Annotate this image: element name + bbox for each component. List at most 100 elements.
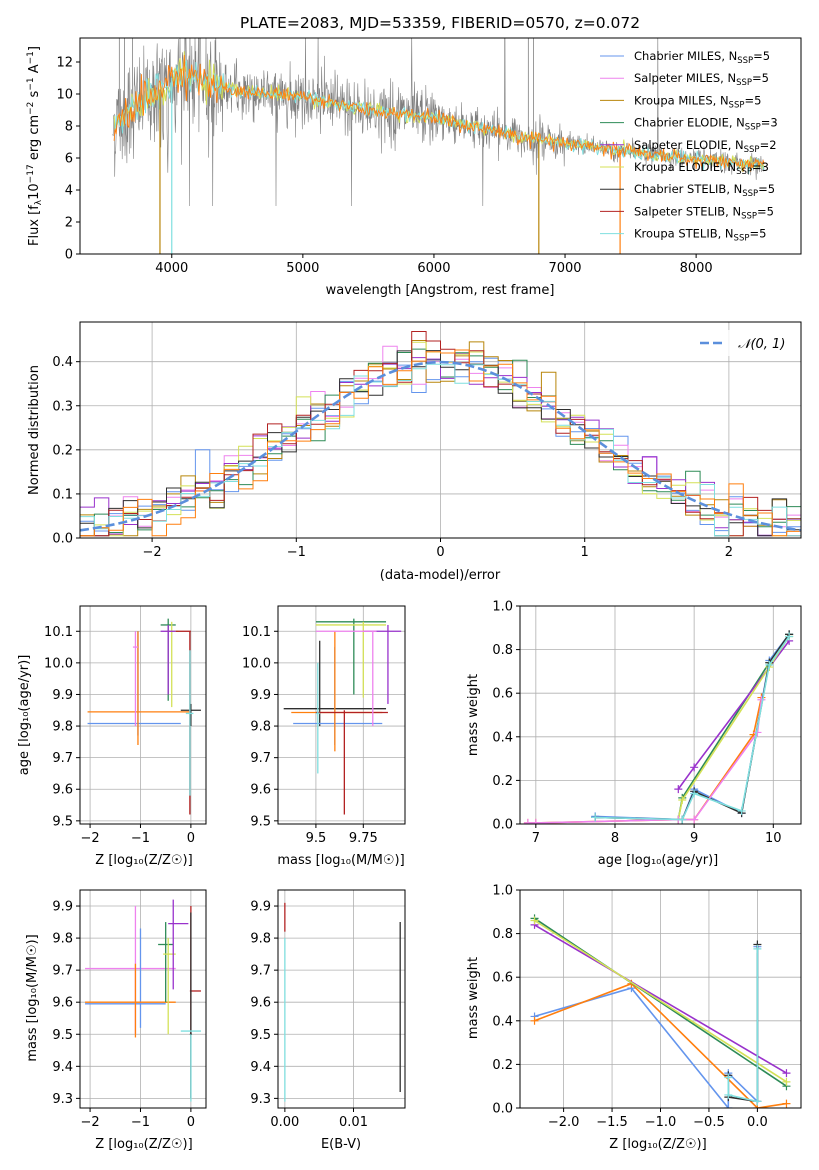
- legend-subscript: SSP: [741, 211, 757, 221]
- y-tick-label: 0.2: [52, 443, 73, 458]
- y-tick-label: 1.0: [492, 884, 513, 899]
- legend-entry: Kroupa ELODIE, NSSP=3: [634, 160, 769, 177]
- x-tick-label: −1.0: [645, 1115, 677, 1130]
- x-tick-label: 2: [725, 545, 733, 560]
- legend-label: Chabrier ELODIE, N: [634, 116, 745, 130]
- legend-label: 𝒩(0, 1): [738, 337, 785, 352]
- age-vs-metallicity-xlabel: Z [log₁₀(Z/Z☉)]: [95, 853, 192, 868]
- y-tick-label: 9.9: [52, 900, 73, 915]
- y-tick-label: 0.1: [52, 487, 73, 502]
- series-marker: [782, 1099, 791, 1108]
- y-tick-label: 10.0: [44, 656, 73, 671]
- legend-subscript: SSP: [742, 189, 758, 199]
- y-tick-label: 10.0: [242, 656, 271, 671]
- x-tick-label: −0.5: [693, 1115, 725, 1130]
- y-tick-label: 9.8: [52, 720, 73, 735]
- legend-suffix: =3: [761, 116, 778, 130]
- legend-label: Salpeter MILES, N: [634, 71, 736, 85]
- legend-suffix: =5: [749, 227, 766, 241]
- y-tick-label: 9.9: [250, 688, 271, 703]
- y-tick-label: 9.8: [250, 720, 271, 735]
- age-vs-metallicity-ylabel: age [log₁₀(age/yr)]: [17, 655, 32, 776]
- histogram-ylabel: Normed distribution: [27, 365, 42, 495]
- axes-frame: [519, 605, 802, 825]
- plot-area: [85, 899, 201, 1102]
- mass-weight-vs-age-ylabel: mass weight: [466, 674, 481, 756]
- y-tick-label: 9.5: [52, 814, 73, 829]
- y-tick-label: 12: [56, 56, 73, 71]
- legend-subscript: SSP: [744, 145, 760, 155]
- y-tick-label: 0.6: [492, 971, 513, 986]
- y-tick-label: 0.0: [52, 532, 73, 547]
- series-marker: [523, 818, 532, 824]
- legend-entry: Salpeter ELODIE, NSSP=2: [634, 138, 777, 155]
- x-tick-label: −2.0: [548, 1115, 580, 1130]
- histogram-step-line: [80, 363, 801, 537]
- normal-curve-line: [80, 360, 801, 532]
- x-tick-label: −2: [80, 1115, 99, 1130]
- y-tick-label: 9.9: [250, 900, 271, 915]
- y-tick-label: 0.6: [492, 687, 513, 702]
- axes-frame: [277, 889, 406, 1109]
- y-tick-label: 9.7: [52, 964, 73, 979]
- series-marker: [765, 660, 774, 669]
- series-marker: [724, 1090, 733, 1099]
- series-line: [534, 924, 787, 1074]
- y-tick-label: 9.3: [250, 1092, 271, 1107]
- x-tick-label: 9: [690, 831, 698, 846]
- y-tick-label: 0.8: [492, 927, 513, 942]
- legend-label: Salpeter ELODIE, N: [634, 138, 744, 152]
- y-tick-label: 10.1: [44, 625, 73, 640]
- legend-subscript: SSP: [745, 123, 761, 133]
- spectrum-ylabel-sub: λ: [34, 199, 44, 205]
- legend-subscript: SSP: [729, 100, 745, 110]
- mass-vs-ebv-xlabel: E(B-V): [321, 1137, 361, 1152]
- histogram-step-line: [80, 353, 801, 536]
- series-marker: [782, 1077, 791, 1086]
- axes-frame: [519, 889, 802, 1109]
- legend-suffix: =5: [757, 204, 774, 218]
- series-marker: [530, 1016, 539, 1025]
- plot-area: [112, 38, 765, 254]
- axes-frame: [79, 321, 802, 539]
- y-tick-label: 9.5: [52, 1028, 73, 1043]
- legend-entry: Chabrier MILES, NSSP=5: [634, 49, 770, 66]
- y-tick-label: 8: [65, 120, 73, 135]
- mass-vs-metallicity-xlabel: Z [log₁₀(Z/Z☉)]: [95, 1137, 192, 1152]
- series-marker: [591, 813, 600, 822]
- y-tick-label: 0.0: [492, 818, 513, 833]
- plot-area: [87, 618, 201, 815]
- spectrum-ylabel-exp4: −1: [26, 51, 36, 64]
- x-tick-label: 6000: [417, 261, 450, 276]
- x-tick-label: 4000: [155, 261, 188, 276]
- series-line: [534, 982, 787, 1108]
- legend-suffix: =5: [753, 49, 770, 63]
- age-vs-mass-plot: 9.5 9.75 9.5 9.6 9.7 9.8 9.9 10.0 10.1: [242, 605, 406, 846]
- x-tick-label: 8000: [680, 261, 713, 276]
- y-tick-label: 9.4: [52, 1060, 73, 1075]
- y-tick-label: 9.7: [52, 751, 73, 766]
- legend-label: Kroupa ELODIE, N: [634, 160, 736, 174]
- mass-weight-vs-age-xlabel: age [log₁₀(age/yr)]: [598, 853, 719, 868]
- y-tick-label: 9.9: [52, 688, 73, 703]
- legend-subscript: SSP: [734, 234, 750, 244]
- y-tick-label: 0.3: [52, 399, 73, 414]
- y-tick-label: 4: [65, 184, 73, 199]
- x-tick-label: 8: [611, 831, 619, 846]
- legend-suffix: =3: [752, 160, 769, 174]
- x-tick-label: 9.75: [349, 831, 378, 846]
- series-marker: [531, 818, 540, 824]
- histogram-step-line: [80, 349, 801, 537]
- x-tick-label: −2: [80, 831, 99, 846]
- series-marker: [678, 796, 687, 805]
- legend-label: Chabrier MILES, N: [634, 49, 737, 63]
- y-tick-label: 0: [65, 248, 73, 263]
- x-tick-label: 9.5: [306, 831, 327, 846]
- legend-subscript: SSP: [736, 167, 752, 177]
- mass-weight-vs-metallicity-xlabel: Z [log₁₀(Z/Z☉)]: [609, 1137, 706, 1152]
- y-tick-label: 9.8: [250, 932, 271, 947]
- legend-label: Salpeter STELIB, N: [634, 204, 741, 218]
- series-line: [595, 636, 790, 821]
- legend-entry: Salpeter MILES, NSSP=5: [634, 71, 769, 88]
- x-tick-label: 5000: [286, 261, 319, 276]
